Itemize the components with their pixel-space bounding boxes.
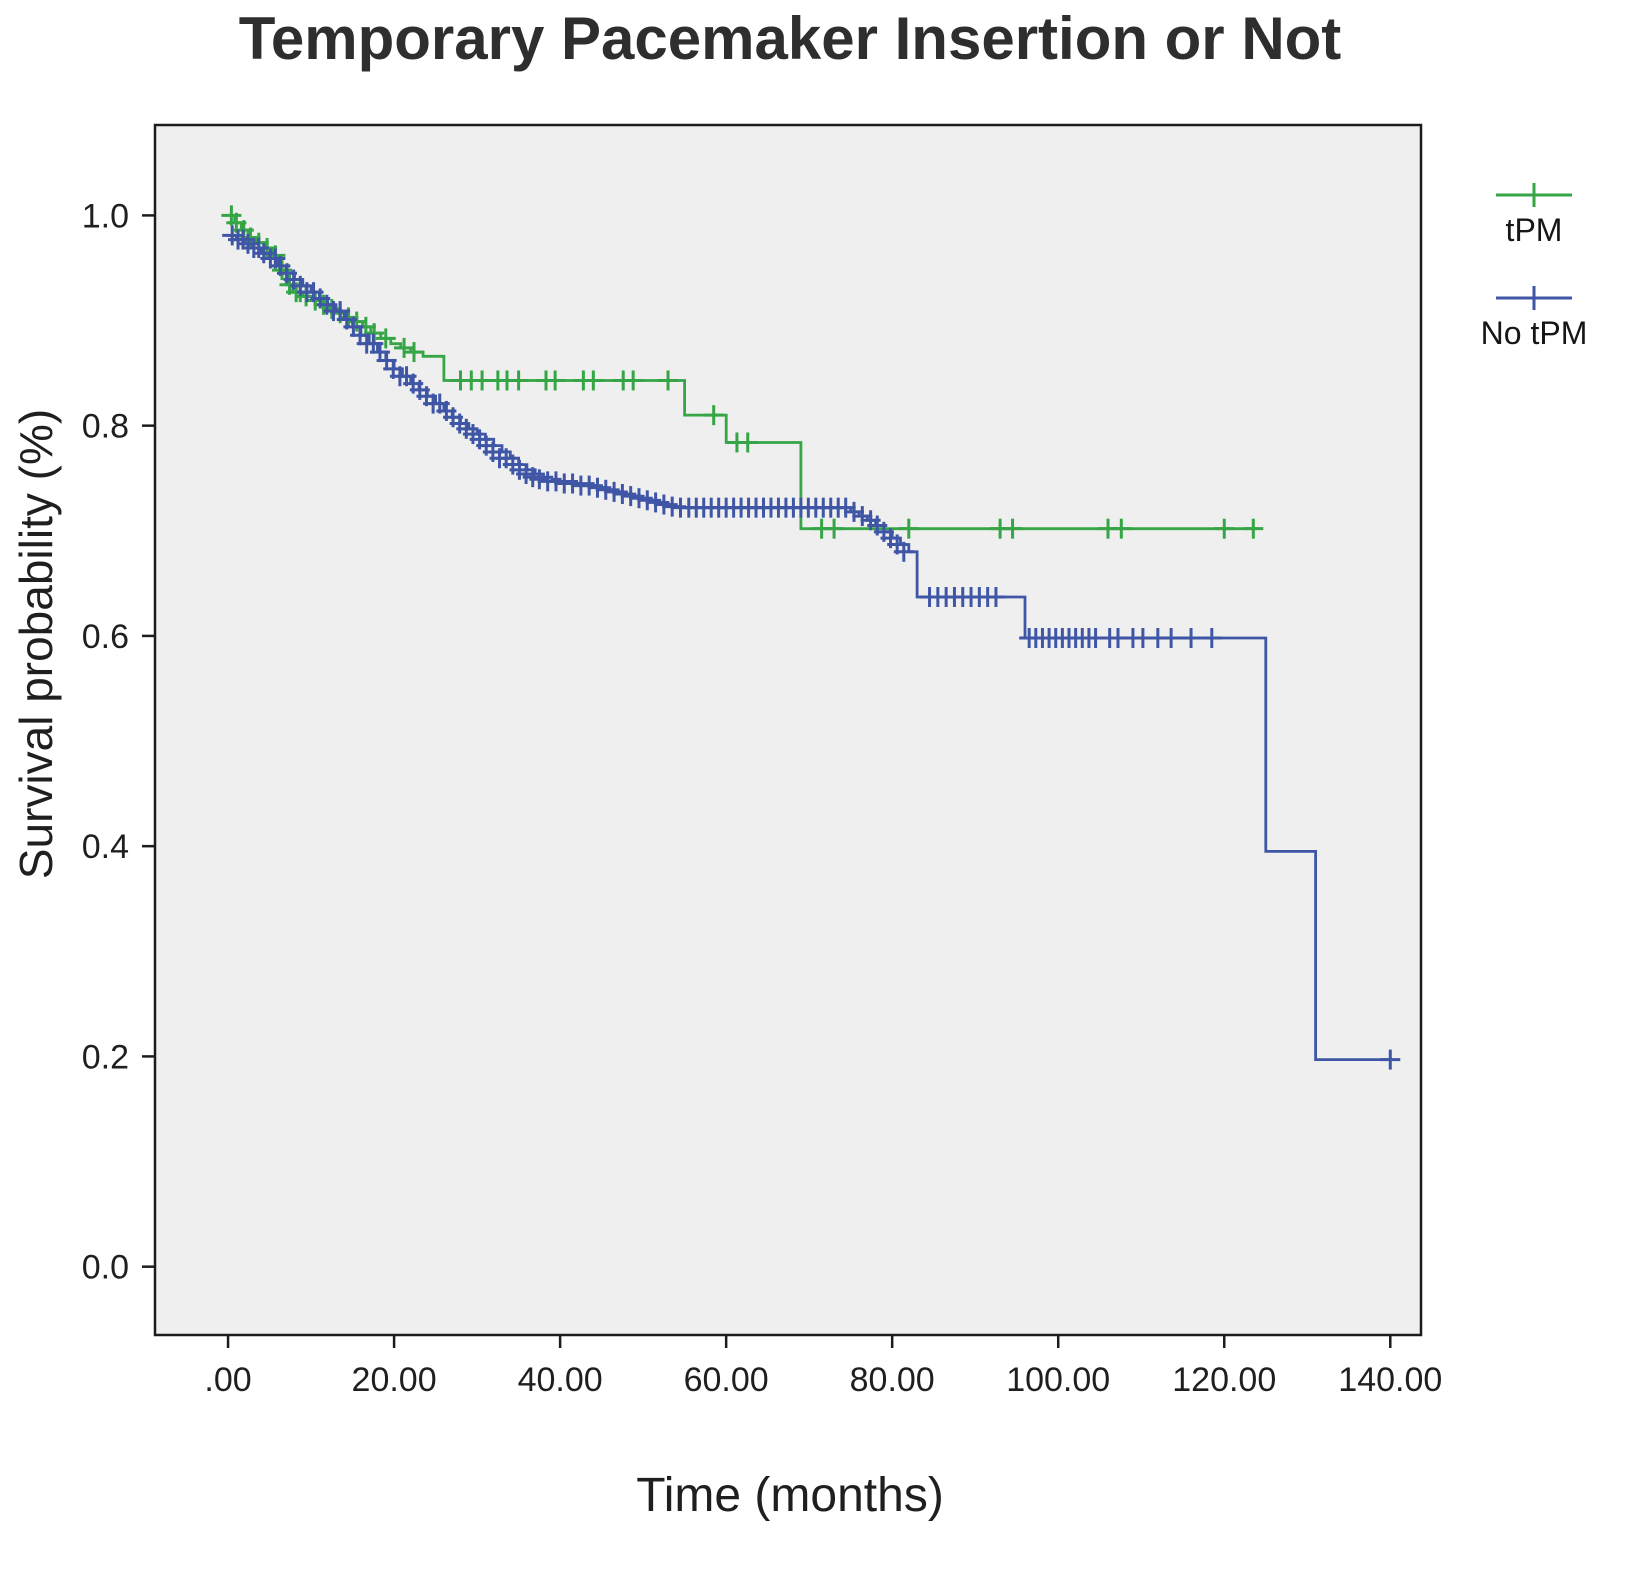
chart-title: Temporary Pacemaker Insertion or Not	[238, 5, 1342, 72]
x-tick-label: 80.00	[850, 1361, 935, 1399]
censor-plus-icon	[1496, 286, 1572, 310]
plot-area	[155, 125, 1421, 1335]
censor-marks-no-tpm	[222, 225, 1401, 1070]
x-tick-label: .00	[204, 1361, 251, 1399]
x-tick-label: 60.00	[684, 1361, 769, 1399]
y-tick-label: 0.2	[82, 1038, 129, 1076]
plot-frame	[153, 123, 1423, 1337]
y-tick-label: 0.4	[82, 828, 129, 866]
x-axis-title: Time (months)	[636, 1469, 944, 1522]
y-tick-label: 0.0	[82, 1249, 129, 1287]
censor-plus-icon	[1496, 183, 1572, 207]
y-tick-label: 1.0	[82, 197, 129, 235]
legend-item-tpm: tPM	[1492, 180, 1576, 249]
legend: tPM No tPM	[1444, 180, 1624, 352]
x-tick-label: 20.00	[352, 1361, 437, 1399]
y-tick-label: 0.8	[82, 408, 129, 446]
x-tick-label: 40.00	[518, 1361, 603, 1399]
legend-label-no-tpm: No tPM	[1480, 315, 1588, 351]
legend-item-no-tpm: No tPM	[1480, 283, 1588, 352]
x-tick-label: 120.00	[1172, 1361, 1276, 1399]
x-tick-label: 100.00	[1006, 1361, 1110, 1399]
y-tick-label: 0.6	[82, 618, 129, 656]
x-tick-label: 140.00	[1338, 1361, 1442, 1399]
legend-label-tpm: tPM	[1505, 212, 1563, 248]
